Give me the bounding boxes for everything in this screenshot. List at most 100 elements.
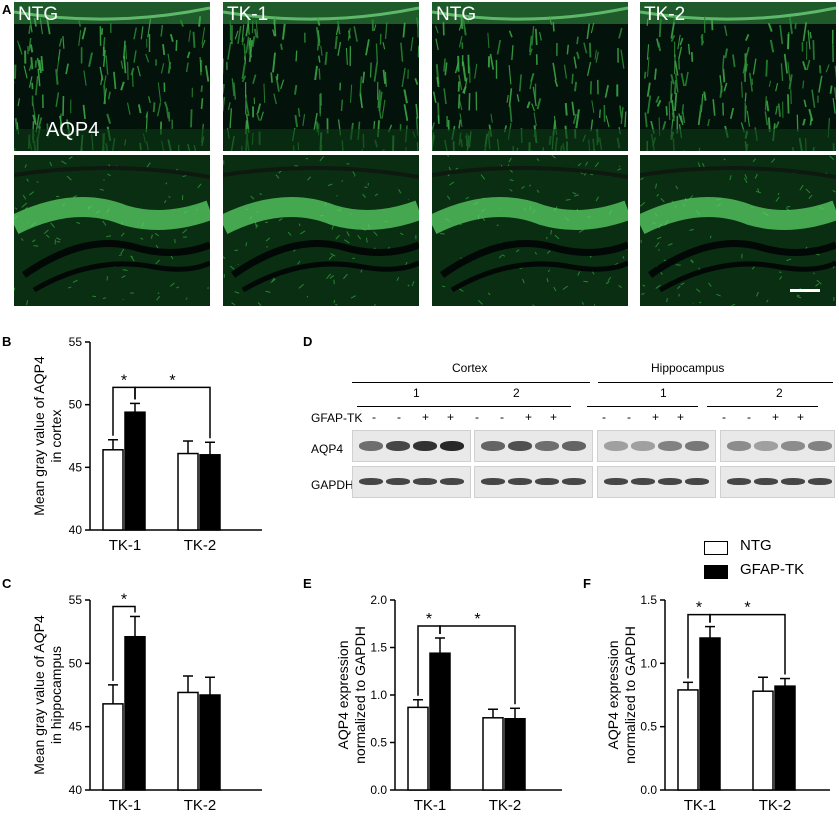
blot-group-rule — [707, 406, 818, 407]
blot-strip-aqp4 — [352, 430, 471, 462]
blot-band — [508, 441, 532, 451]
bar-gfap-tk — [699, 637, 721, 791]
y-tick-label: 1.5 — [370, 641, 387, 655]
micrograph-column-label: TK-1 — [227, 4, 269, 25]
blot-region-rule — [598, 382, 833, 383]
blot-lane-sign: - — [627, 410, 631, 424]
blot-band — [386, 441, 410, 451]
micrograph-column-label: NTG — [436, 4, 477, 25]
bar-gfap-tk — [429, 652, 451, 791]
blot-band — [359, 441, 383, 451]
blot-region-rule — [352, 382, 590, 383]
blot-strip-aqp4 — [720, 430, 835, 462]
blot-lane-sign: + — [422, 410, 430, 424]
y-tick-label: 55 — [69, 335, 83, 349]
blot-lane-sign: - — [372, 410, 376, 424]
blot-band — [413, 478, 437, 485]
fluorescence-image — [223, 2, 419, 151]
blot-row-label: GFAP-TK — [311, 411, 363, 425]
panel-label-f: F — [583, 576, 591, 591]
blot-band — [727, 478, 751, 485]
blot-region-cortex: Cortex — [452, 361, 488, 375]
bar-ntg — [677, 689, 699, 791]
y-axis-label: Mean gray value of AQP4in cortex — [31, 356, 64, 516]
x-tick-label: TK-2 — [759, 797, 792, 814]
panel-label-d: D — [303, 334, 313, 349]
bar-ntg — [177, 691, 199, 791]
blot-band — [604, 441, 628, 451]
significance-marker: * — [121, 591, 127, 608]
x-tick-label: TK-1 — [109, 537, 142, 554]
blot-strip-aqp4 — [597, 430, 716, 462]
significance-marker: * — [696, 600, 702, 617]
x-tick-label: TK-2 — [489, 797, 522, 814]
significance-marker: * — [474, 611, 480, 628]
blot-strip-gapdh — [597, 466, 716, 498]
y-axis-label: AQP4 expressionnormalized to GAPDH — [335, 626, 368, 764]
fluorescence-image — [223, 155, 419, 306]
y-tick-label: 50 — [69, 398, 83, 412]
blot-band — [440, 441, 464, 451]
y-tick-label: 45 — [69, 720, 83, 734]
y-tick-label: 0.0 — [370, 783, 387, 797]
blot-band-label-gapdh: GAPDH — [311, 478, 354, 492]
micrograph-hippocampus — [432, 155, 628, 306]
fluorescence-image — [640, 2, 836, 151]
blot-band — [631, 478, 655, 485]
blot-band — [359, 478, 383, 485]
panel-label-e: E — [303, 576, 312, 591]
blot-band — [808, 441, 832, 451]
blot-lane-sign: - — [475, 410, 479, 424]
blot-band — [508, 478, 532, 485]
blot-band — [754, 478, 778, 485]
blot-group-rule — [587, 406, 698, 407]
y-axis-label: AQP4 expressionnormalized to GAPDH — [605, 626, 638, 764]
bar-gfap-tk — [504, 718, 526, 791]
panel-label-a: A — [2, 2, 12, 17]
micrograph-cortex: NTG AQP4 — [14, 2, 210, 151]
fluorescence-image — [14, 155, 210, 306]
bar-ntg — [177, 452, 199, 531]
x-tick-label: TK-2 — [184, 797, 217, 814]
micrograph-cortex: TK-2 — [640, 2, 836, 151]
bar-gfap-tk — [774, 685, 796, 791]
significance-marker: * — [169, 372, 175, 389]
fluorescence-image — [432, 2, 628, 151]
blot-band — [481, 441, 505, 451]
chart-panel-e: 0.0 0.5 1.0 1.5 2.0 AQP4 expressionnormalized… — [335, 593, 562, 814]
y-tick-label: 40 — [69, 783, 83, 797]
blot-group-label: 2 — [513, 386, 520, 400]
significance-marker: * — [121, 372, 127, 389]
fluorescence-image — [432, 155, 628, 306]
y-tick-label: 1.0 — [370, 688, 387, 702]
x-tick-label: TK-2 — [184, 537, 217, 554]
blot-band — [562, 441, 586, 451]
blot-band — [535, 478, 559, 485]
blot-lane-sign: - — [500, 410, 504, 424]
legend-swatch-gfap-tk — [704, 565, 728, 579]
blot-group-rule — [357, 406, 468, 407]
blot-lane-sign: + — [652, 410, 660, 424]
chart-panel-f: 0.0 0.5 1.0 1.5 AQP4 expressionnormalized to… — [605, 593, 830, 814]
blot-strip-gapdh — [720, 466, 835, 498]
blot-band — [535, 441, 559, 451]
legend-label-ntg: NTG — [740, 537, 772, 554]
blot-lane-sign: + — [797, 410, 805, 424]
bar-gfap-tk — [199, 454, 221, 531]
blot-strip-gapdh — [352, 466, 471, 498]
bar-ntg — [102, 703, 124, 791]
blot-band — [562, 478, 586, 485]
significance-bracket — [134, 386, 211, 439]
y-tick-label: 1.0 — [640, 656, 657, 670]
x-tick-label: TK-1 — [109, 797, 142, 814]
chart-panel-b: 40 45 50 55 Mean gray value of AQP4in cortex… — [31, 335, 262, 554]
stain-label: AQP4 — [46, 119, 100, 141]
bar-ntg — [407, 706, 429, 791]
legend-swatch-ntg — [704, 541, 728, 555]
bar-gfap-tk — [199, 694, 221, 791]
panel-label-b: B — [2, 334, 12, 349]
blot-strip-aqp4 — [474, 430, 593, 462]
fluorescence-image — [640, 155, 836, 306]
blot-group-rule — [460, 406, 571, 407]
blot-band — [808, 478, 832, 485]
